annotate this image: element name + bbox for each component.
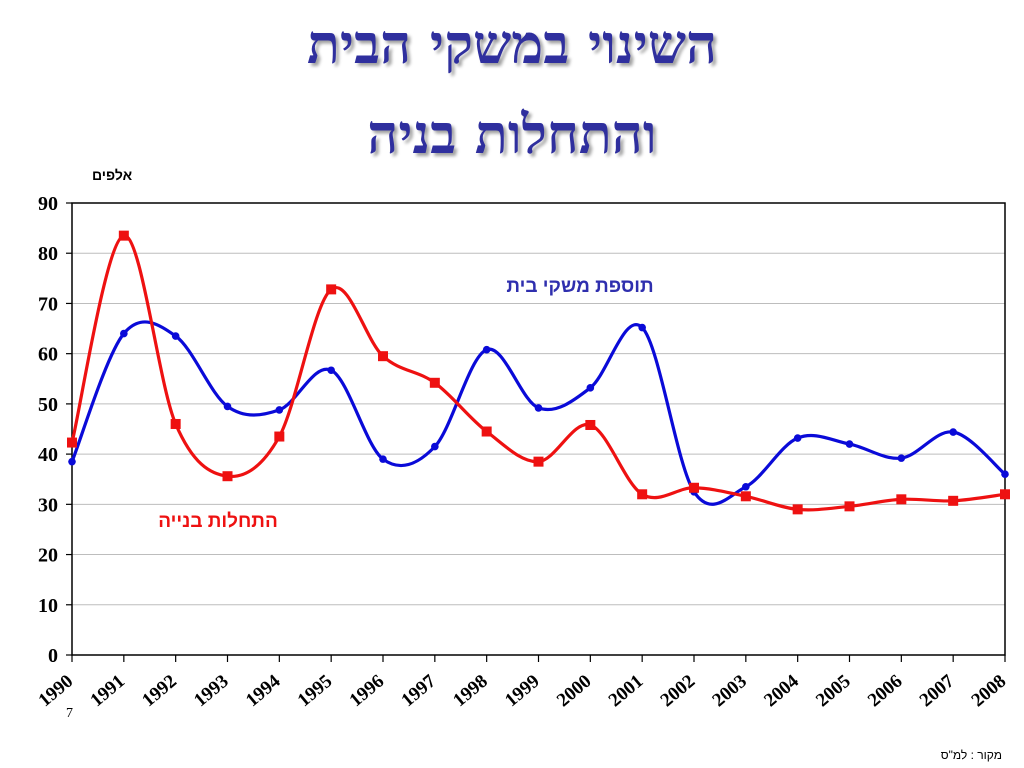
y-tick-label: 80 (38, 243, 58, 265)
x-axis-ticks: 1990 1991 1992 1993 1994 1995 1996 1997 1998 1999… (35, 655, 1011, 712)
chart-title-line2: והתחלות בניה (367, 102, 657, 166)
x-tick-label: 2001 (605, 671, 648, 712)
y-tick-label: 10 (38, 595, 58, 617)
data-point-square (689, 482, 699, 493)
data-point-square (637, 489, 648, 500)
data-point-square (481, 426, 492, 437)
x-tick-label: 2002 (657, 671, 700, 712)
data-point-circle (1001, 470, 1009, 479)
x-tick-label: 1992 (138, 671, 181, 712)
data-point-circle (845, 440, 854, 448)
y-tick-label: 50 (38, 394, 58, 416)
data-point-square (948, 495, 959, 506)
y-axis-unit-label: אלפים (92, 167, 133, 183)
x-tick-label: 2003 (708, 671, 751, 712)
y-axis-ticks: 0 10 20 30 40 50 60 70 80 90 (38, 193, 72, 667)
data-point-circle (431, 442, 439, 451)
x-tick-label: 1997 (397, 670, 440, 711)
data-point-square (533, 456, 544, 467)
data-point-circle (223, 402, 232, 411)
data-point-square (118, 230, 129, 241)
y-tick-label: 70 (38, 293, 58, 315)
plot-frame (71, 202, 1006, 656)
data-point-circle (171, 332, 180, 340)
series-label-households: תוספת משקי בית (506, 276, 653, 297)
slide-number: 7 (66, 706, 73, 721)
data-point-square (792, 504, 803, 515)
data-point-circle (897, 454, 906, 462)
chart-title-line1: השינוי במשקי הבית (306, 12, 718, 76)
x-tick-label: 2004 (760, 670, 803, 711)
series-line-0 (70, 320, 1007, 506)
y-tick-label: 0 (48, 645, 58, 667)
series-label-housing-starts: התחלות בנייה (158, 511, 278, 532)
data-point-square (740, 491, 751, 502)
data-point-circle (120, 329, 128, 338)
data-point-square (326, 284, 337, 295)
grid-lines (72, 252, 1005, 606)
data-point-circle (379, 455, 387, 463)
data-point-square (67, 437, 77, 448)
data-point-circle (68, 457, 76, 466)
data-point-circle (275, 406, 284, 414)
x-tick-label: 2000 (553, 671, 596, 712)
data-point-square (896, 494, 907, 505)
data-point-circle (586, 384, 595, 392)
data-point-square (844, 501, 855, 512)
data-point-square (1000, 489, 1010, 500)
x-tick-label: 1998 (449, 671, 492, 712)
x-tick-label: 1995 (294, 671, 337, 712)
data-point-circle (793, 434, 802, 442)
source-note: מקור : למ"ס (940, 748, 1002, 762)
x-tick-label: 1993 (190, 671, 233, 712)
x-tick-label: 1994 (242, 670, 285, 711)
x-tick-label: 2006 (864, 671, 907, 712)
x-tick-label: 1999 (501, 671, 544, 712)
data-point-square (222, 471, 233, 482)
x-tick-label: 1996 (346, 671, 389, 712)
data-point-square (274, 431, 285, 442)
data-point-circle (949, 428, 957, 436)
data-point-circle (638, 323, 646, 332)
y-tick-label: 40 (38, 444, 58, 466)
data-point-circle (482, 345, 491, 354)
y-tick-label: 30 (38, 494, 58, 516)
y-tick-label: 90 (38, 193, 58, 215)
data-point-circle (534, 404, 543, 412)
x-tick-label: 2008 (968, 671, 1011, 712)
data-point-circle (742, 482, 750, 491)
x-tick-label: 2007 (916, 670, 959, 711)
data-point-square (378, 351, 388, 362)
data-point-square (170, 418, 181, 429)
y-tick-label: 20 (38, 545, 58, 567)
y-tick-label: 60 (38, 344, 58, 366)
x-tick-label: 1991 (86, 671, 129, 712)
data-point-circle (327, 366, 335, 375)
data-point-square (429, 377, 440, 388)
data-point-square (585, 419, 596, 430)
x-tick-label: 2005 (812, 671, 855, 712)
series-markers (67, 230, 1010, 515)
